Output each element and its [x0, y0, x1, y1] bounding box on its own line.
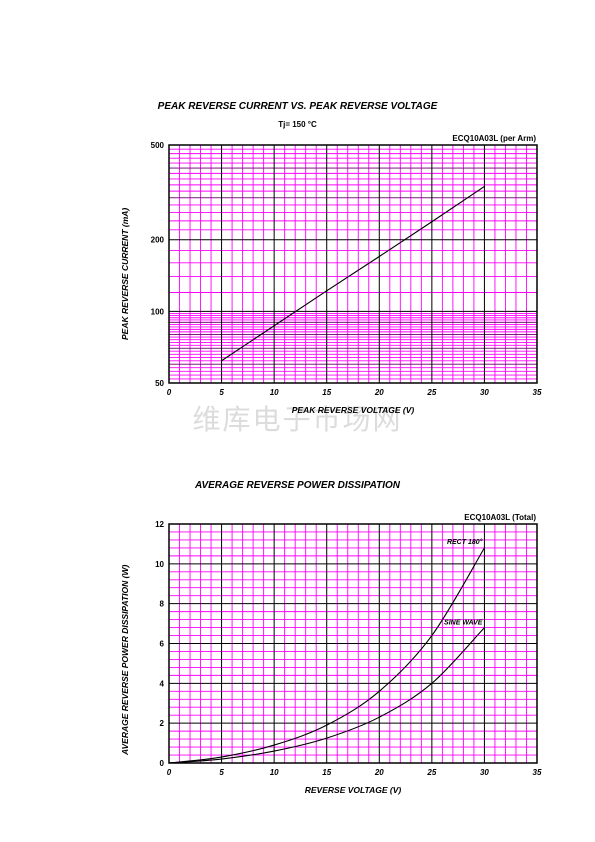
- x-tick-label: 0: [167, 768, 172, 777]
- data-point: [326, 290, 328, 292]
- x-tick-label: 5: [219, 388, 224, 397]
- y-tick-label: 0: [160, 759, 165, 768]
- data-point: [378, 716, 380, 718]
- y-tick-label: 100: [151, 307, 165, 316]
- x-tick-label: 0: [167, 388, 172, 397]
- x-tick-label: 5: [219, 768, 224, 777]
- x-tick-label: 30: [480, 388, 489, 397]
- data-point: [431, 682, 433, 684]
- data-point: [431, 634, 433, 637]
- data-point: [378, 255, 380, 258]
- x-tick-label: 20: [374, 768, 384, 777]
- chart2-title: AVERAGE REVERSE POWER DISSIPATION: [194, 480, 401, 491]
- data-point: [273, 750, 275, 752]
- x-tick-label: 25: [426, 768, 436, 777]
- chart1-part-label: ECQ10A03L (per Arm): [452, 134, 536, 143]
- data-point: [168, 762, 170, 764]
- chart1-x-axis-label: PEAK REVERSE VOLTAGE (V): [291, 405, 415, 415]
- x-tick-label: 10: [270, 768, 279, 777]
- data-point: [431, 221, 433, 223]
- data-point: [273, 744, 275, 746]
- y-tick-label: 500: [151, 141, 165, 150]
- y-tick-label: 10: [155, 560, 164, 569]
- x-tick-label: 25: [426, 388, 436, 397]
- data-point: [273, 325, 275, 327]
- data-point: [220, 360, 223, 362]
- watermark-text: 维库电子市场网: [192, 403, 403, 436]
- chart1-subtitle: Tj= 150 °C: [278, 120, 317, 129]
- x-tick-label: 15: [322, 388, 331, 397]
- y-tick-label: 4: [160, 679, 165, 688]
- data-point: [378, 690, 380, 692]
- x-tick-label: 35: [533, 388, 542, 397]
- y-tick-label: 8: [160, 600, 165, 609]
- y-tick-label: 6: [160, 640, 165, 649]
- x-tick-label: 15: [322, 768, 331, 777]
- data-point: [483, 547, 486, 549]
- x-tick-label: 30: [480, 768, 489, 777]
- x-tick-label: 20: [374, 388, 384, 397]
- series-line-1: [221, 185, 485, 362]
- data-point: [326, 737, 328, 739]
- y-tick-label: 50: [155, 379, 164, 388]
- series-label: RECT 180°: [447, 538, 483, 546]
- chart2-x-axis-label: REVERSE VOLTAGE (V): [304, 785, 402, 795]
- x-tick-label: 10: [270, 388, 279, 397]
- chart1-title: PEAK REVERSE CURRENT VS. PEAK REVERSE VO…: [157, 101, 438, 112]
- y-tick-label: 200: [151, 236, 165, 245]
- chart2-part-label: ECQ10A03L (Total): [464, 513, 536, 522]
- x-tick-label: 35: [533, 768, 542, 777]
- y-tick-label: 12: [155, 520, 164, 529]
- data-point: [326, 724, 328, 726]
- plot-frame: [168, 144, 538, 384]
- y-tick-label: 2: [160, 719, 165, 728]
- data-point: [220, 756, 223, 758]
- data-point: [483, 185, 486, 187]
- data-point: [483, 626, 486, 629]
- series-label: SINE WAVE: [444, 620, 483, 627]
- data-point: [220, 758, 223, 760]
- plot-frame: [168, 523, 538, 764]
